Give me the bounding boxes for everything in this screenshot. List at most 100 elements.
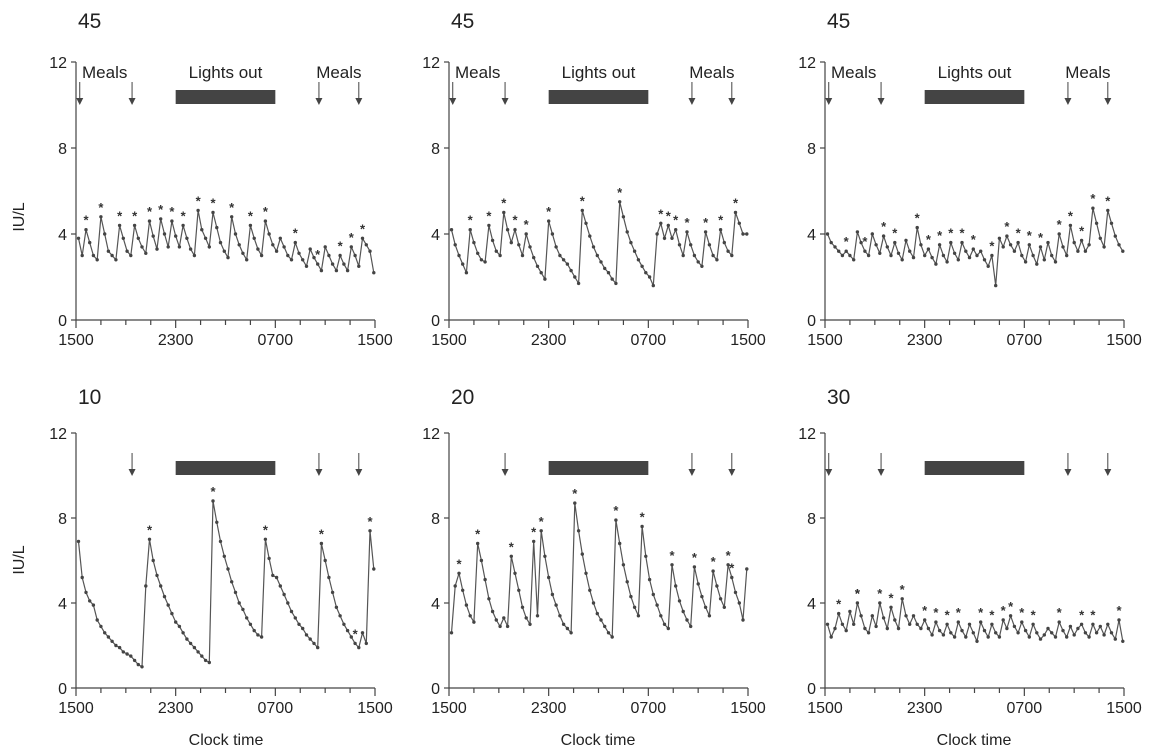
pulse-marker: * xyxy=(937,228,943,243)
data-point xyxy=(95,258,99,262)
data-point xyxy=(986,264,990,268)
data-point xyxy=(1098,236,1103,240)
data-point xyxy=(509,554,513,558)
data-point xyxy=(603,266,607,271)
pulse-marker: * xyxy=(933,605,939,620)
data-point xyxy=(203,236,208,240)
panel-title: 45 xyxy=(78,10,101,33)
pulse-marker: * xyxy=(315,247,321,262)
data-point xyxy=(1079,622,1084,626)
data-point xyxy=(718,228,723,232)
y-tick-label: 0 xyxy=(431,681,440,698)
data-point xyxy=(155,247,159,251)
data-point xyxy=(84,228,88,232)
data-point xyxy=(1020,253,1024,258)
data-point xyxy=(874,624,878,629)
data-point xyxy=(207,245,211,249)
pulse-marker: * xyxy=(673,213,679,228)
data-point xyxy=(327,253,331,258)
data-point xyxy=(222,249,226,253)
data-point xyxy=(327,575,331,580)
data-point xyxy=(498,624,502,629)
data-point xyxy=(1027,243,1032,247)
pulse-marker: * xyxy=(293,226,299,241)
data-point xyxy=(670,236,674,240)
data-point xyxy=(278,584,282,588)
data-point xyxy=(852,622,856,626)
pulse-marker: * xyxy=(360,221,366,236)
data-point xyxy=(636,614,641,618)
data-point xyxy=(1023,260,1028,264)
data-point xyxy=(715,258,719,262)
data-point xyxy=(644,271,648,275)
meal-arrow-head xyxy=(877,98,885,105)
data-point xyxy=(565,626,570,631)
data-point xyxy=(207,660,211,665)
data-point xyxy=(181,223,185,228)
data-point xyxy=(926,247,931,251)
pulse-marker: * xyxy=(1001,603,1007,618)
data-point xyxy=(971,631,975,635)
pulse-marker: * xyxy=(475,527,481,542)
data-point xyxy=(490,609,495,614)
data-point xyxy=(114,258,118,262)
data-point xyxy=(990,253,994,258)
y-tick-label: 12 xyxy=(49,426,67,443)
meal-arrow-head xyxy=(688,469,696,476)
y-tick-label: 0 xyxy=(58,681,67,698)
data-point xyxy=(263,219,268,223)
data-point xyxy=(218,539,223,544)
data-point xyxy=(200,654,204,658)
data-point xyxy=(1065,253,1069,258)
data-point xyxy=(1072,633,1076,637)
data-point xyxy=(655,232,659,236)
x-tick-label: 1500 xyxy=(730,700,766,717)
data-point xyxy=(561,258,566,262)
data-point xyxy=(945,260,949,264)
y-tick-label: 0 xyxy=(431,313,440,330)
data-point xyxy=(919,243,923,247)
pulse-marker: * xyxy=(640,510,646,525)
pulse-marker: * xyxy=(147,204,153,219)
y-tick-label: 4 xyxy=(807,227,816,244)
meal-arrow-head xyxy=(501,469,509,476)
data-point xyxy=(745,232,749,236)
pulse-marker: * xyxy=(1057,605,1063,620)
pulse-marker: * xyxy=(926,232,932,247)
data-point xyxy=(840,622,845,626)
data-point xyxy=(211,499,215,503)
y-tick-label: 4 xyxy=(431,227,440,244)
data-point xyxy=(353,641,357,646)
data-point xyxy=(330,262,335,266)
data-point xyxy=(829,635,833,639)
data-point xyxy=(80,575,84,580)
data-point xyxy=(170,219,174,223)
pulse-marker: * xyxy=(1090,191,1096,206)
data-point xyxy=(117,223,122,228)
data-point xyxy=(1035,631,1039,635)
x-axis-label-middle: Clock time xyxy=(561,732,636,749)
data-point xyxy=(267,232,271,236)
data-point xyxy=(911,255,916,260)
data-point xyxy=(230,580,234,584)
y-tick-label: 12 xyxy=(49,55,67,72)
data-point xyxy=(368,529,372,533)
data-point xyxy=(614,518,618,522)
data-point xyxy=(840,253,845,258)
data-point xyxy=(863,249,867,253)
pulse-marker: * xyxy=(836,597,842,612)
data-point xyxy=(919,626,923,631)
data-point xyxy=(825,622,830,626)
data-point xyxy=(483,260,487,264)
data-point xyxy=(677,599,682,603)
data-point xyxy=(692,253,697,258)
pulse-marker: * xyxy=(1016,226,1022,241)
data-point xyxy=(125,249,129,253)
data-point xyxy=(621,563,626,567)
data-point xyxy=(91,603,96,607)
data-point xyxy=(881,616,886,620)
data-point xyxy=(543,554,547,558)
data-point xyxy=(726,249,730,253)
data-point xyxy=(505,228,510,232)
